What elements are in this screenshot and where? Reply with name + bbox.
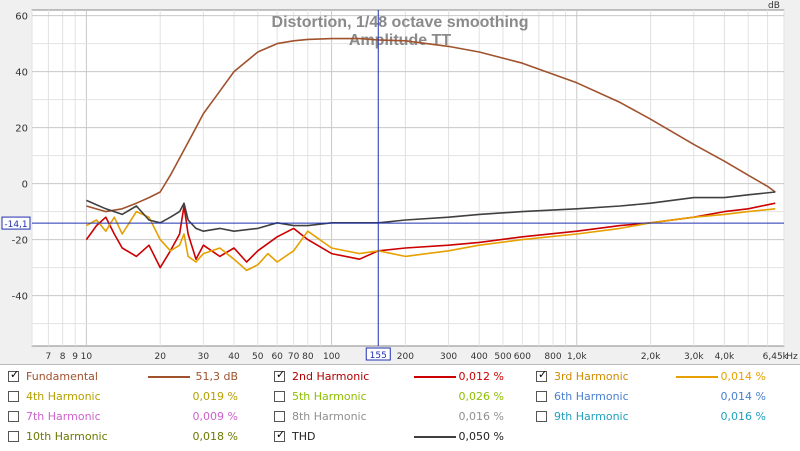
x-tick-label: 60 — [271, 352, 283, 362]
series-line-2nd-harmonic — [85, 202, 776, 269]
chart-title: Distortion, 1/48 octave smoothing — [272, 14, 529, 31]
legend-value: 0,014 % — [720, 390, 766, 403]
x-tick-label: 30 — [198, 352, 210, 362]
legend-value: 0,018 % — [192, 430, 238, 443]
legend-name: 2nd Harmonic — [292, 370, 370, 383]
legend-value: 0,016 % — [458, 410, 504, 423]
x-tick-label: 1,0k — [567, 352, 587, 362]
cursor-y-box — [1, 216, 31, 230]
y-tick-label: 0 — [22, 180, 28, 191]
x-tick-label: 20 — [154, 352, 166, 362]
legend-checkbox-thd[interactable]: ✓ — [274, 428, 286, 442]
legend-name: 5th Harmonic — [292, 390, 367, 403]
legend-checkbox-6th-harmonic[interactable] — [536, 391, 547, 402]
x-tick-label: 9 — [72, 352, 78, 362]
x-tick-label: 70 — [288, 352, 300, 362]
x-tick-label: 50 — [252, 352, 264, 362]
legend-value: 0,012 % — [458, 370, 504, 383]
x-tick-label: 4,0k — [715, 352, 735, 362]
x-unit-label: Hz — [786, 352, 798, 362]
check-icon: ✓ — [276, 428, 286, 441]
legend-item-7th-harmonic[interactable]: 7th Harmonic 0,009 % — [8, 408, 258, 426]
series-line-3rd-harmonic — [86, 208, 776, 272]
x-tick-label: 8 — [60, 352, 66, 362]
check-icon: ✓ — [10, 368, 20, 381]
legend-swatch — [414, 436, 456, 438]
legend-swatch — [414, 376, 456, 378]
legend-checkbox-8th-harmonic[interactable] — [274, 411, 285, 422]
x-tick-label: 6,45k — [763, 352, 789, 362]
y-tick-label: -40 — [12, 292, 28, 303]
cursor-y-label: -14,1 — [4, 220, 27, 230]
legend-item-2nd-harmonic[interactable]: ✓ 2nd Harmonic 0,012 % — [274, 368, 524, 386]
legend-item-6th-harmonic[interactable]: 6th Harmonic 0,014 % — [536, 388, 786, 406]
legend-panel: ✓ Fundamental 51,3 dB ✓ 2nd Harmonic 0,012 % ✓… — [0, 364, 800, 451]
x-tick-label: 300 — [440, 352, 457, 362]
series-line-fundamental — [86, 37, 776, 213]
y-tick-label: 20 — [15, 124, 28, 135]
legend-value: 0,009 % — [192, 410, 238, 423]
legend-swatch — [676, 376, 718, 378]
x-tick-label: 800 — [544, 352, 561, 362]
legend-checkbox-7th-harmonic[interactable] — [8, 411, 19, 422]
y-tick-label: 60 — [15, 12, 28, 23]
legend-checkbox-3rd-harmonic[interactable]: ✓ — [536, 368, 548, 382]
legend-name: 6th Harmonic — [554, 390, 629, 403]
plot-area — [31, 9, 785, 347]
legend-name: 4th Harmonic — [26, 390, 101, 403]
legend-item-4th-harmonic[interactable]: 4th Harmonic 0,019 % — [8, 388, 258, 406]
x-tick-label: 80 — [302, 352, 314, 362]
y-tick-label: -20 — [12, 236, 28, 247]
legend-value: 0,014 % — [720, 370, 766, 383]
legend-item-8th-harmonic[interactable]: 8th Harmonic 0,016 % — [274, 408, 524, 426]
x-tick-label: 500 — [494, 352, 511, 362]
legend-value: 0,026 % — [458, 390, 504, 403]
x-tick-label: 600 — [514, 352, 531, 362]
legend-name: THD — [292, 430, 316, 443]
check-icon: ✓ — [538, 368, 548, 381]
x-tick-label: 2,0k — [641, 352, 661, 362]
legend-item-3rd-harmonic[interactable]: ✓ 3rd Harmonic 0,014 % — [536, 368, 786, 386]
legend-name: 3rd Harmonic — [554, 370, 629, 383]
x-tick-label: 40 — [228, 352, 240, 362]
legend-checkbox-10th-harmonic[interactable] — [8, 431, 19, 442]
legend-name: 8th Harmonic — [292, 410, 367, 423]
cursor-x-label: 155 — [370, 351, 387, 361]
legend-name: 10th Harmonic — [26, 430, 108, 443]
cursor-x-box — [365, 347, 391, 361]
legend-item-fundamental[interactable]: ✓ Fundamental 51,3 dB — [8, 368, 258, 386]
x-tick-label: 400 — [471, 352, 488, 362]
series-line-thd — [86, 191, 776, 232]
legend-value: 0,016 % — [720, 410, 766, 423]
legend-checkbox-9th-harmonic[interactable] — [536, 411, 547, 422]
legend-checkbox-2nd-harmonic[interactable]: ✓ — [274, 368, 286, 382]
legend-swatch — [148, 376, 190, 378]
legend-value: 0,050 % — [458, 430, 504, 443]
legend-checkbox-5th-harmonic[interactable] — [274, 391, 285, 402]
legend-item-10th-harmonic[interactable]: 10th Harmonic 0,018 % — [8, 428, 258, 446]
legend-checkbox-4th-harmonic[interactable] — [8, 391, 19, 402]
legend-value: 0,019 % — [192, 390, 238, 403]
legend-item-9th-harmonic[interactable]: 9th Harmonic 0,016 % — [536, 408, 786, 426]
legend-checkbox-fundamental[interactable]: ✓ — [8, 368, 20, 382]
legend-item-thd[interactable]: ✓ THD 0,050 % — [274, 428, 524, 446]
distortion-chart[interactable]: 60 40 20 0 -20 -40 dB Hz 7 8 9 10 20 30 40 50 60 70 80 100 2… — [0, 0, 800, 362]
x-tick-label: 7 — [46, 352, 52, 362]
legend-name: Fundamental — [26, 370, 98, 383]
x-tick-label: 3,0k — [684, 352, 704, 362]
legend-item-5th-harmonic[interactable]: 5th Harmonic 0,026 % — [274, 388, 524, 406]
y-tick-label: 40 — [15, 68, 28, 79]
legend-name: 9th Harmonic — [554, 410, 629, 423]
legend-name: 7th Harmonic — [26, 410, 101, 423]
x-tick-label: 10 — [81, 352, 93, 362]
legend-value: 51,3 dB — [195, 370, 238, 383]
x-tick-label: 100 — [323, 352, 340, 362]
y-unit-label: dB — [768, 1, 780, 11]
check-icon: ✓ — [276, 368, 286, 381]
x-tick-label: 200 — [397, 352, 414, 362]
